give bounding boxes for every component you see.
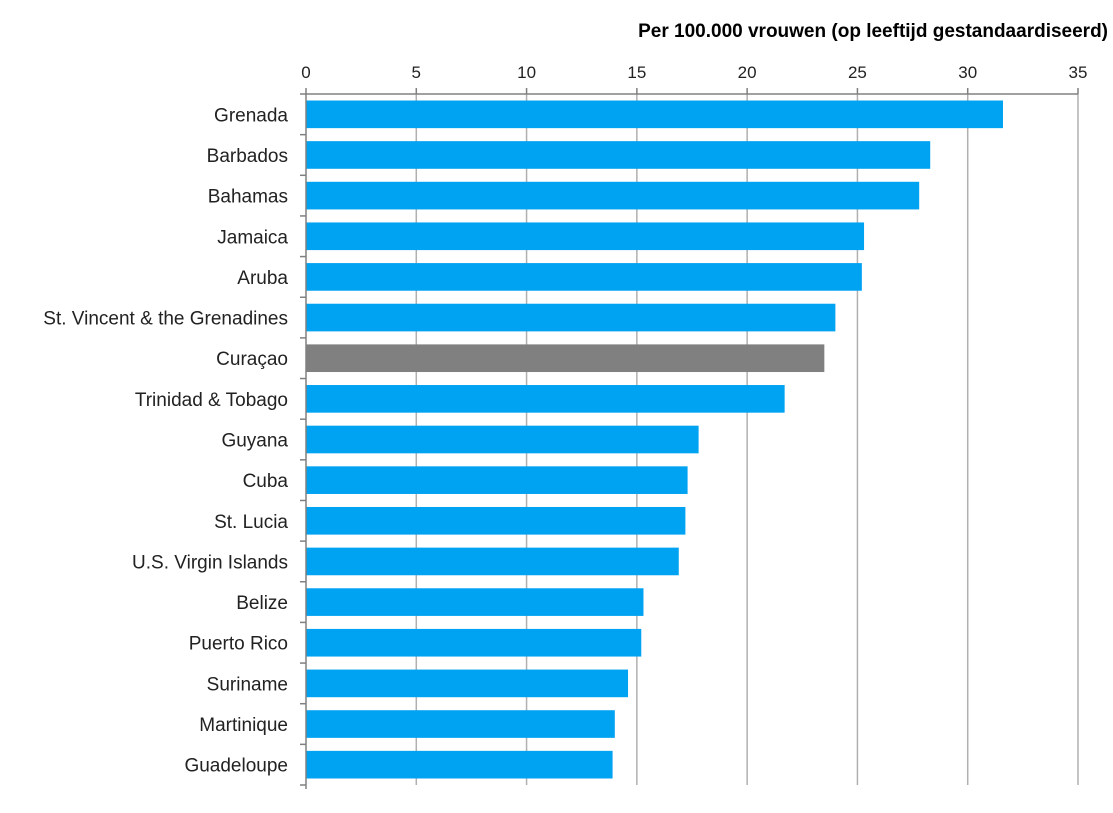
x-tick-label-30: 30 xyxy=(958,63,977,82)
bar-martinique xyxy=(306,710,615,738)
x-tick-label-15: 15 xyxy=(627,63,646,82)
bar-st-lucia xyxy=(306,506,686,535)
x-tick-label-5: 5 xyxy=(412,63,421,82)
x-tick-label-25: 25 xyxy=(848,63,867,82)
category-label-guyana: Guyana xyxy=(221,431,288,452)
bar-cura-ao xyxy=(306,344,825,373)
category-label-bahamas: Bahamas xyxy=(208,187,288,208)
x-tick-label-35: 35 xyxy=(1069,63,1088,82)
bar-barbados xyxy=(306,141,931,169)
bar-jamaica xyxy=(306,222,865,251)
category-label-st-lucia: St. Lucia xyxy=(214,512,288,533)
axes xyxy=(300,88,1079,789)
category-label-u-s-virgin-islands: U.S. Virgin Islands xyxy=(132,552,288,573)
x-tick-label-10: 10 xyxy=(517,63,536,82)
x-axis-title: Per 100.000 vrouwen (op leeftijd gestand… xyxy=(638,21,1108,42)
bar-suriname xyxy=(306,669,629,698)
category-label-cura-ao: Curaçao xyxy=(216,349,288,370)
category-label-cuba: Cuba xyxy=(243,471,289,492)
bar-puerto-rico xyxy=(306,628,642,657)
bar-aruba xyxy=(306,263,862,291)
x-tick-label-0: 0 xyxy=(301,63,310,82)
x-tick-label-20: 20 xyxy=(738,63,757,82)
category-label-barbados: Barbados xyxy=(207,146,288,167)
bar-guadeloupe xyxy=(306,750,613,779)
category-label-jamaica: Jamaica xyxy=(217,227,288,248)
category-label-belize: Belize xyxy=(236,593,288,614)
bar-st-vincent-the-grenadines xyxy=(306,303,836,332)
category-label-grenada: Grenada xyxy=(214,105,288,126)
category-label-guadeloupe: Guadeloupe xyxy=(184,756,288,777)
bar-bahamas xyxy=(306,181,920,210)
bar-cuba xyxy=(306,466,688,494)
bar-u-s-virgin-islands xyxy=(306,547,679,576)
category-label-suriname: Suriname xyxy=(207,674,288,695)
category-label-aruba: Aruba xyxy=(237,268,288,289)
category-label-martinique: Martinique xyxy=(199,715,288,736)
bar-guyana xyxy=(306,425,699,454)
bar-grenada xyxy=(306,100,1004,129)
category-label-trinidad-tobago: Trinidad & Tobago xyxy=(135,390,288,411)
labels: 0 5 10 15 20 25 30 35 Grenada Barbados Bahamas Jama… xyxy=(43,63,1087,777)
category-label-puerto-rico: Puerto Rico xyxy=(189,634,288,655)
bar-belize xyxy=(306,588,644,616)
category-label-st-vincent-the-grenadines: St. Vincent & the Grenadines xyxy=(43,309,288,330)
bar-trinidad-tobago xyxy=(306,385,785,413)
bars xyxy=(306,100,1004,779)
